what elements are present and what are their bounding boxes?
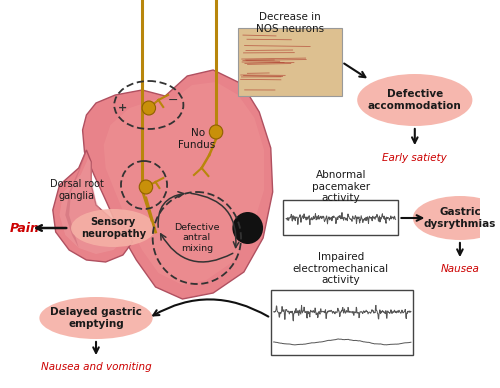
Polygon shape bbox=[104, 82, 264, 285]
Circle shape bbox=[210, 125, 223, 139]
Text: Abnormal
pacemaker
activity: Abnormal pacemaker activity bbox=[312, 170, 370, 203]
Circle shape bbox=[139, 180, 152, 194]
Text: Delayed gastric
emptying: Delayed gastric emptying bbox=[50, 307, 142, 329]
Polygon shape bbox=[60, 158, 125, 254]
Text: Sensory
neuropathy: Sensory neuropathy bbox=[80, 217, 146, 239]
Ellipse shape bbox=[40, 297, 152, 339]
Polygon shape bbox=[66, 152, 86, 248]
FancyBboxPatch shape bbox=[238, 28, 342, 96]
Text: Impaired
electromechanical
activity: Impaired electromechanical activity bbox=[293, 252, 389, 285]
Text: Defective
antral
mixing: Defective antral mixing bbox=[174, 223, 220, 253]
Text: Gastric
dysrythmias: Gastric dysrythmias bbox=[424, 207, 496, 229]
Circle shape bbox=[142, 101, 156, 115]
Text: Fundus: Fundus bbox=[178, 140, 216, 150]
FancyBboxPatch shape bbox=[271, 290, 413, 355]
Ellipse shape bbox=[71, 209, 156, 247]
Polygon shape bbox=[82, 70, 272, 299]
Text: Dorsal root
ganglia: Dorsal root ganglia bbox=[50, 179, 104, 201]
Text: −: − bbox=[168, 94, 178, 106]
Text: Defective
accommodation: Defective accommodation bbox=[368, 89, 462, 111]
Text: Decrease in
NOS neurons: Decrease in NOS neurons bbox=[256, 12, 324, 34]
Ellipse shape bbox=[357, 74, 472, 126]
Text: Nausea: Nausea bbox=[440, 264, 480, 274]
Text: Nausea and vomiting: Nausea and vomiting bbox=[40, 362, 152, 372]
Ellipse shape bbox=[413, 196, 500, 240]
Text: +: + bbox=[118, 103, 128, 113]
FancyBboxPatch shape bbox=[284, 200, 399, 235]
Circle shape bbox=[232, 212, 263, 244]
Polygon shape bbox=[53, 150, 132, 262]
Text: Pain: Pain bbox=[10, 222, 40, 234]
Text: No: No bbox=[192, 128, 205, 138]
Text: Early satiety: Early satiety bbox=[382, 153, 447, 163]
